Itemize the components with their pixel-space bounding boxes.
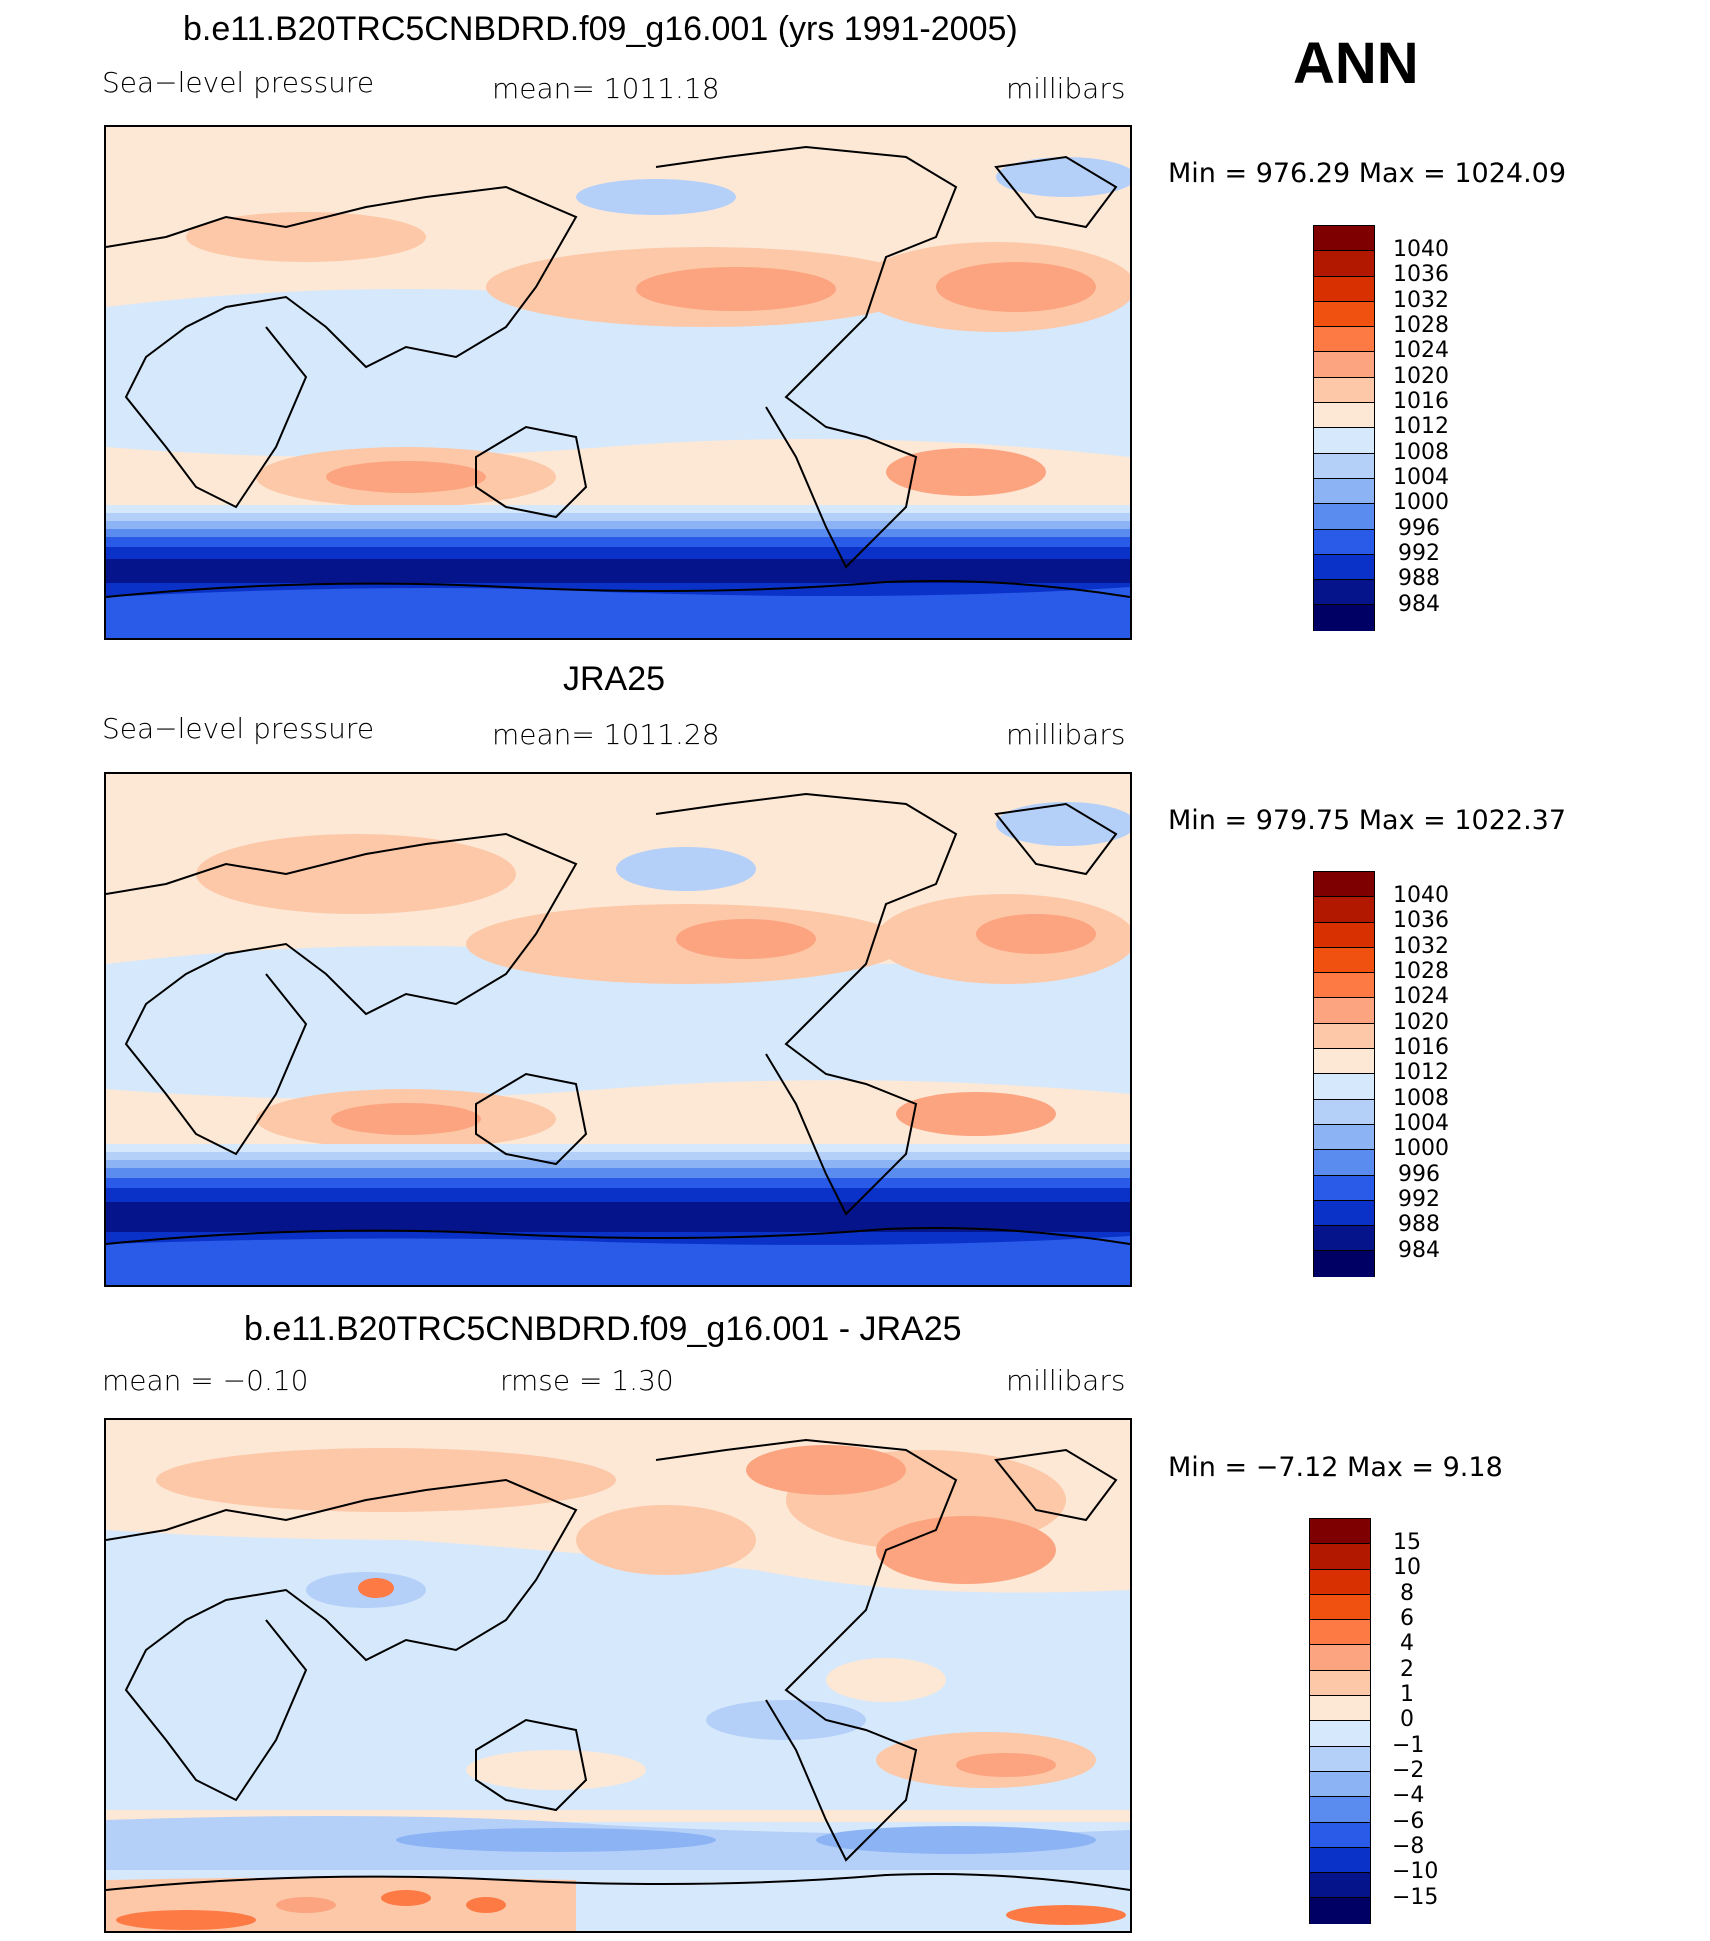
colorbar-label: −1 xyxy=(1392,1733,1425,1758)
panel3-units-label: millibars xyxy=(1006,1364,1126,1397)
colorbar-label: 8 xyxy=(1400,1581,1414,1606)
colorbar-label: 1004 xyxy=(1393,1111,1449,1136)
colorbar-label: 1036 xyxy=(1393,262,1449,287)
colorbar-label: 1040 xyxy=(1393,883,1449,908)
colorbar-label: 1032 xyxy=(1393,934,1449,959)
colorbar-label: −10 xyxy=(1392,1859,1439,1884)
season-label: ANN xyxy=(1293,31,1419,96)
colorbar-label: 4 xyxy=(1400,1631,1414,1656)
panel3-colorbar xyxy=(1309,1518,1371,1924)
colorbar-label: 1012 xyxy=(1393,1060,1449,1085)
panel1-title: b.e11.B20TRC5CNBDRD.f09_g16.001 (yrs 199… xyxy=(183,10,1018,48)
colorbar-label: 1016 xyxy=(1393,389,1449,414)
panel3-map xyxy=(104,1418,1132,1933)
panel2-map xyxy=(104,772,1132,1287)
panel2-title: JRA25 xyxy=(563,660,666,698)
colorbar-label: −2 xyxy=(1392,1758,1425,1783)
colorbar-label: 1020 xyxy=(1393,1010,1449,1035)
colorbar-label: 2 xyxy=(1400,1657,1414,1682)
colorbar-label: −6 xyxy=(1392,1809,1425,1834)
colorbar-label: 1 xyxy=(1400,1682,1414,1707)
colorbar-label: 1008 xyxy=(1393,440,1449,465)
colorbar-label: 1024 xyxy=(1393,984,1449,1009)
panel2-minmax: Min = 979.75 Max = 1022.37 xyxy=(1168,805,1567,836)
colorbar-label: 1028 xyxy=(1393,959,1449,984)
colorbar-label: −8 xyxy=(1392,1834,1425,1859)
colorbar-label: 1000 xyxy=(1393,490,1449,515)
panel1-colorbar xyxy=(1313,225,1375,631)
colorbar-label: 988 xyxy=(1398,1212,1440,1237)
panel1-map xyxy=(104,125,1132,640)
colorbar-label: 1024 xyxy=(1393,338,1449,363)
colorbar-label: −4 xyxy=(1392,1783,1425,1808)
colorbar-label: 1012 xyxy=(1393,414,1449,439)
panel2-units-label: millibars xyxy=(1006,718,1126,751)
colorbar-label: 992 xyxy=(1398,541,1440,566)
colorbar-label: 984 xyxy=(1398,1238,1440,1263)
panel1-mean-label: mean= 1011.18 xyxy=(492,72,720,105)
colorbar-label: 1020 xyxy=(1393,364,1449,389)
colorbar-label: 1008 xyxy=(1393,1086,1449,1111)
panel2-variable-label: Sea−level pressure xyxy=(102,712,375,745)
colorbar-label: 6 xyxy=(1400,1606,1414,1631)
panel3-minmax: Min = −7.12 Max = 9.18 xyxy=(1168,1452,1503,1483)
panel3-title: b.e11.B20TRC5CNBDRD.f09_g16.001 - JRA25 xyxy=(244,1310,962,1348)
colorbar-label: 996 xyxy=(1398,1162,1440,1187)
colorbar-label: 988 xyxy=(1398,566,1440,591)
panel3-mean-label: mean = −0.10 xyxy=(102,1364,309,1397)
colorbar-label: 10 xyxy=(1393,1555,1421,1580)
panel3-rmse-label: rmse = 1.30 xyxy=(500,1364,674,1397)
colorbar-label: 1036 xyxy=(1393,908,1449,933)
colorbar-label: 1004 xyxy=(1393,465,1449,490)
colorbar-label: 1028 xyxy=(1393,313,1449,338)
panel1-variable-label: Sea−level pressure xyxy=(102,66,375,99)
colorbar-label: 996 xyxy=(1398,516,1440,541)
colorbar-label: 984 xyxy=(1398,592,1440,617)
colorbar-label: 1040 xyxy=(1393,237,1449,262)
colorbar-label: 992 xyxy=(1398,1187,1440,1212)
panel1-minmax: Min = 976.29 Max = 1024.09 xyxy=(1168,158,1567,189)
colorbar-label: 0 xyxy=(1400,1707,1414,1732)
panel1-units-label: millibars xyxy=(1006,72,1126,105)
panel2-colorbar xyxy=(1313,871,1375,1277)
colorbar-label: 1000 xyxy=(1393,1136,1449,1161)
colorbar-label: 1032 xyxy=(1393,288,1449,313)
colorbar-label: 15 xyxy=(1393,1530,1421,1555)
colorbar-label: −15 xyxy=(1392,1885,1439,1910)
panel2-mean-label: mean= 1011.28 xyxy=(492,718,720,751)
colorbar-label: 1016 xyxy=(1393,1035,1449,1060)
